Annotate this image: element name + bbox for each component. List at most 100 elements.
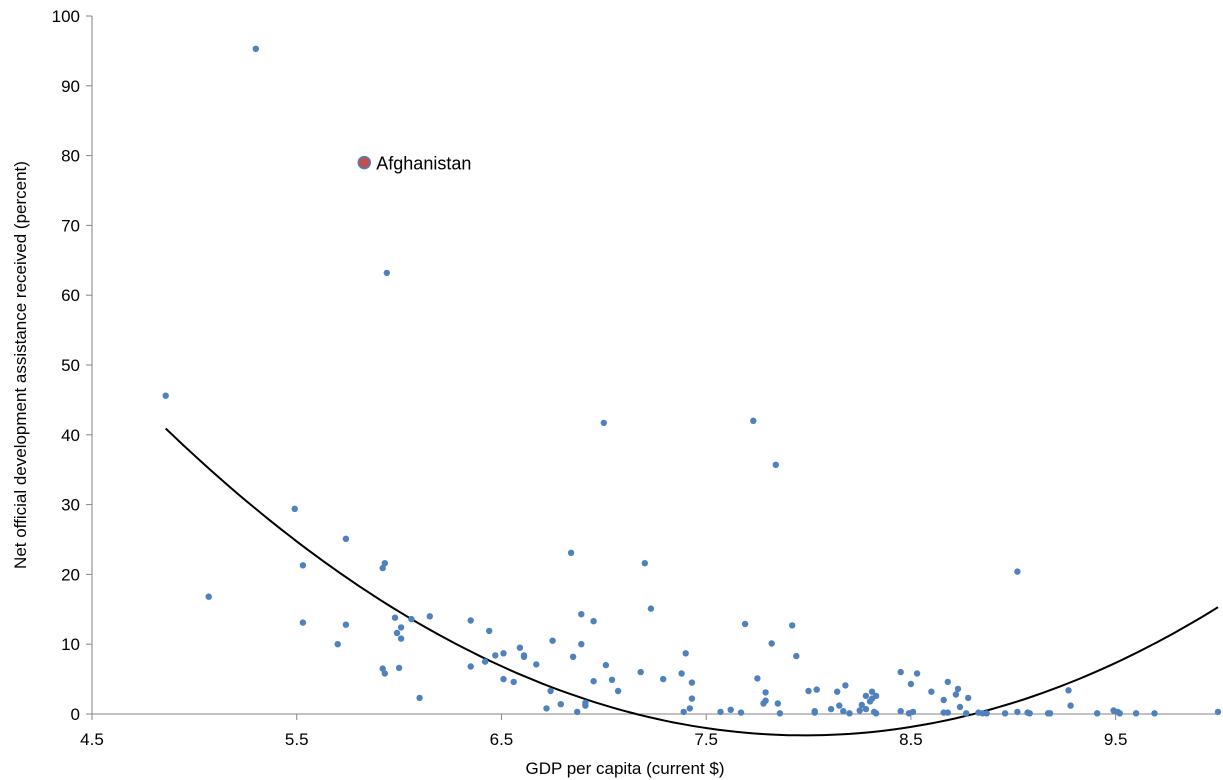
data-point bbox=[840, 708, 847, 715]
y-tick-label: 20 bbox=[61, 565, 80, 584]
data-point bbox=[547, 687, 554, 695]
data-point bbox=[754, 675, 761, 682]
data-point bbox=[543, 705, 550, 712]
data-point bbox=[776, 710, 784, 717]
data-point bbox=[467, 663, 474, 670]
data-point bbox=[954, 685, 962, 693]
y-tick-label: 80 bbox=[61, 147, 80, 166]
data-point bbox=[717, 708, 724, 716]
data-point bbox=[842, 682, 849, 689]
data-point bbox=[549, 637, 556, 644]
data-point bbox=[678, 670, 685, 677]
data-point bbox=[872, 692, 880, 700]
data-point bbox=[834, 688, 841, 695]
data-point bbox=[741, 620, 749, 628]
data-point bbox=[682, 650, 689, 657]
data-point bbox=[590, 678, 597, 685]
data-point bbox=[680, 708, 687, 716]
data-point bbox=[965, 694, 972, 702]
data-point bbox=[727, 706, 734, 713]
data-point bbox=[641, 560, 648, 567]
data-point bbox=[1151, 710, 1158, 717]
data-point bbox=[774, 700, 781, 707]
data-point bbox=[944, 678, 951, 686]
trendline-group bbox=[165, 427, 1219, 737]
data-point bbox=[827, 705, 835, 713]
data-point bbox=[578, 611, 585, 618]
data-point bbox=[516, 644, 524, 651]
y-tick-label: 40 bbox=[61, 426, 80, 445]
data-point bbox=[688, 695, 696, 702]
data-point bbox=[383, 269, 390, 277]
data-point bbox=[557, 701, 564, 708]
data-point bbox=[252, 45, 259, 52]
data-point bbox=[510, 678, 517, 686]
data-point bbox=[393, 629, 401, 637]
data-point bbox=[772, 461, 779, 468]
data-point bbox=[582, 702, 589, 709]
data-point bbox=[1014, 568, 1021, 575]
data-point bbox=[205, 593, 212, 600]
data-point bbox=[574, 708, 581, 716]
data-point bbox=[647, 605, 655, 612]
y-tick-label: 100 bbox=[52, 7, 80, 26]
data-point bbox=[737, 709, 745, 716]
data-point bbox=[1214, 708, 1222, 716]
data-point bbox=[379, 564, 386, 572]
data-point bbox=[660, 675, 667, 683]
data-point bbox=[397, 635, 405, 642]
y-tick-label: 70 bbox=[61, 216, 80, 235]
data-point bbox=[1001, 710, 1009, 717]
data-point bbox=[614, 687, 622, 695]
data-point bbox=[963, 710, 970, 717]
x-tick-label: 9.5 bbox=[1104, 730, 1128, 749]
data-point bbox=[342, 535, 350, 542]
points-group bbox=[162, 45, 1222, 717]
data-point bbox=[520, 653, 528, 660]
data-point bbox=[637, 668, 644, 676]
data-point bbox=[793, 652, 800, 660]
data-point bbox=[811, 708, 818, 715]
data-point bbox=[569, 653, 577, 660]
data-point bbox=[567, 549, 575, 556]
data-point bbox=[608, 676, 616, 683]
axes: 0 10 20 30 40 50 60 70 80 90 100 4.5 5.5 6.5 7.5 8.5 9.5 bbox=[52, 7, 1218, 749]
data-point bbox=[467, 617, 474, 624]
data-point bbox=[379, 665, 386, 672]
data-point bbox=[836, 702, 843, 709]
data-point bbox=[1046, 710, 1054, 717]
data-point bbox=[750, 417, 757, 424]
data-point bbox=[907, 680, 915, 688]
annotations: Afghanistan bbox=[357, 154, 471, 174]
data-point bbox=[500, 675, 507, 683]
data-point bbox=[334, 641, 341, 648]
x-tick-label: 4.5 bbox=[80, 730, 104, 749]
data-point bbox=[299, 562, 307, 569]
data-point bbox=[928, 688, 935, 695]
data-point bbox=[983, 710, 990, 717]
data-point bbox=[1116, 710, 1123, 717]
data-point bbox=[602, 661, 610, 669]
data-point bbox=[1067, 702, 1074, 709]
highlight-point bbox=[357, 155, 372, 170]
y-tick-label: 30 bbox=[61, 496, 80, 515]
data-point bbox=[913, 670, 921, 677]
data-point bbox=[492, 652, 499, 659]
data-point bbox=[381, 560, 388, 567]
data-point bbox=[813, 686, 820, 693]
x-tick-label: 6.5 bbox=[490, 730, 514, 749]
data-point bbox=[397, 624, 405, 631]
data-point bbox=[952, 691, 960, 698]
data-point bbox=[868, 688, 876, 695]
data-point bbox=[909, 708, 917, 716]
data-point bbox=[940, 696, 947, 704]
data-point bbox=[342, 621, 350, 628]
data-point bbox=[381, 670, 388, 677]
data-point bbox=[762, 689, 769, 696]
data-point bbox=[533, 661, 540, 668]
data-point bbox=[856, 707, 863, 714]
data-point bbox=[1065, 687, 1072, 694]
data-point bbox=[768, 640, 775, 647]
data-point bbox=[789, 622, 796, 629]
